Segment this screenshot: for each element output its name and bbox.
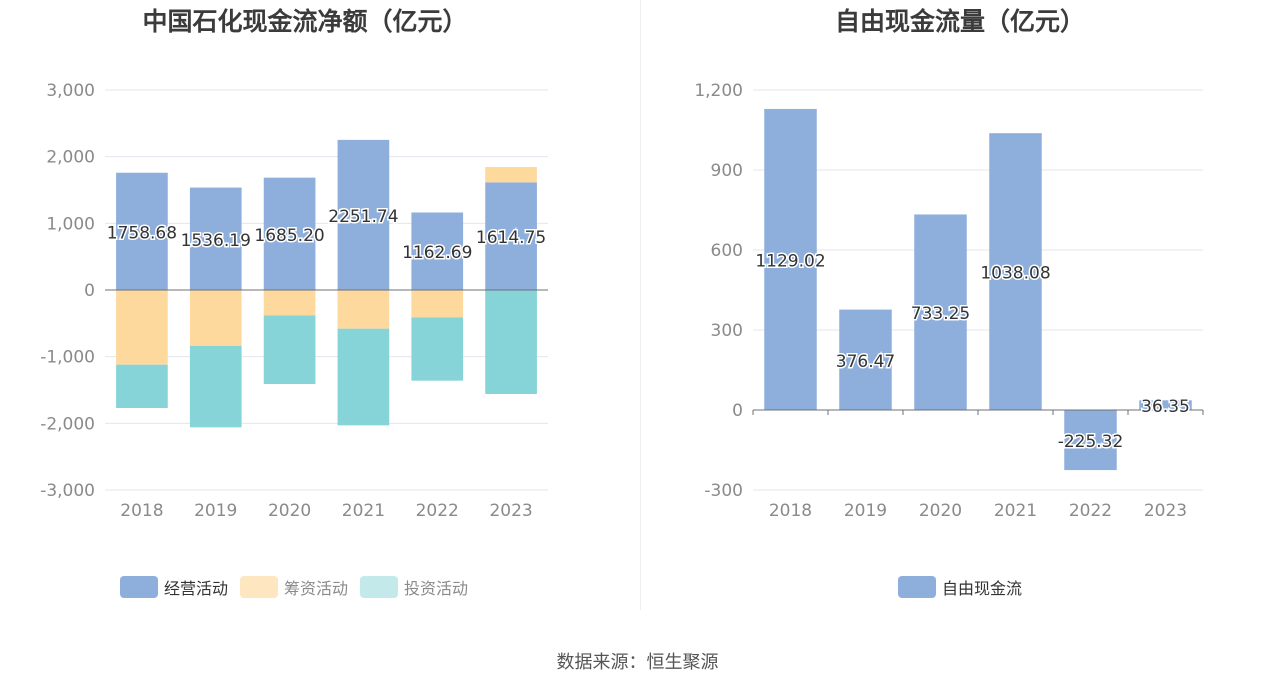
bar-自由现金流-2023 (1139, 400, 1192, 410)
left-chart-title: 中国石化现金流净额（亿元） (142, 7, 468, 36)
y-tick-label: -2,000 (40, 414, 95, 434)
y-tick-label: 1,000 (46, 214, 95, 234)
bar-经营活动-2023 (485, 182, 537, 290)
y-tick-label: -300 (704, 481, 743, 501)
legend-swatch-operating (120, 576, 158, 598)
bar-筹资活动-2018 (116, 290, 168, 365)
bar-经营活动-2020 (263, 177, 316, 290)
bar-投资活动-2020 (263, 315, 316, 384)
legend-swatch-free-cash-flow (898, 576, 936, 598)
bar-筹资活动-2020 (263, 290, 316, 316)
legend-item-investing[interactable]: 投资活动 (360, 575, 468, 599)
right-chart-title: 自由现金流量（亿元） (834, 7, 1085, 36)
x-tick-label: 2019 (194, 501, 237, 521)
data-source: 数据来源：恒生聚源 (556, 652, 719, 673)
bar-经营活动-2018 (116, 172, 168, 290)
bar-筹资活动-2023 (485, 167, 537, 183)
legend-label-free-cash-flow: 自由现金流 (942, 579, 1023, 598)
free-cash-flow-chart: -300 0 300 600 900 1,200 1129.02 376.47 733.25 10… (694, 81, 1204, 521)
bar-自由现金流-2021 (989, 133, 1042, 411)
legend-item-operating[interactable]: 经营活动 (120, 575, 228, 599)
data-label-2023: 1614.75 (476, 228, 546, 248)
bar-自由现金流-2018 (764, 108, 817, 410)
x-tick-label: 2022 (416, 501, 459, 521)
x-tick-label: 2018 (769, 501, 812, 521)
bar-筹资活动-2021 (337, 290, 390, 329)
bar-经营活动-2022 (411, 212, 464, 290)
y-tick-label: 1,200 (694, 81, 743, 101)
data-label-2018: 1758.68 (107, 223, 177, 243)
data-label-2022: 1162.69 (402, 243, 472, 263)
x-tick-label: 2023 (1144, 501, 1187, 521)
y-tick-label: -3,000 (40, 481, 95, 501)
bar-投资活动-2023 (485, 290, 537, 394)
chart-divider (640, 0, 641, 610)
data-label-2018: 1129.02 (755, 251, 825, 271)
data-label-2021: 1038.08 (980, 264, 1050, 284)
y-tick-label: 0 (84, 281, 95, 301)
x-tick-label: 2018 (120, 501, 163, 521)
cash-flow-chart: -3,000 -2,000 -1,000 0 1,000 2,000 3,000 1758.6… (40, 81, 548, 521)
x-tick-label: 2023 (489, 501, 532, 521)
data-label-2023: 36.35 (1141, 397, 1190, 417)
data-label-2021: 2251.74 (328, 207, 398, 227)
x-tick-label: 2021 (994, 501, 1037, 521)
bar-投资活动-2021 (337, 328, 390, 426)
bar-自由现金流-2019 (839, 309, 892, 410)
bar-筹资活动-2019 (189, 290, 242, 346)
legend-item-financing[interactable]: 筹资活动 (240, 575, 348, 599)
y-tick-label: 600 (711, 241, 743, 261)
y-tick-label: 300 (711, 321, 743, 341)
y-tick-label: 3,000 (46, 81, 95, 101)
bar-自由现金流-2020 (914, 214, 967, 410)
bar-经营活动-2021 (337, 139, 390, 290)
y-tick-label: 900 (711, 161, 743, 181)
bar-自由现金流-2022 (1064, 410, 1117, 471)
free-cash-flow-legend: 自由现金流 (898, 575, 1022, 599)
bar-筹资活动-2022 (411, 290, 464, 318)
y-tick-label: -1,000 (40, 348, 95, 368)
cash-flow-legend: 经营活动 筹资活动 投资活动 (120, 575, 468, 599)
y-tick-label: 2,000 (46, 148, 95, 168)
legend-swatch-investing (360, 576, 399, 598)
data-label-2019: 1536.19 (181, 231, 251, 251)
x-tick-label: 2020 (919, 501, 962, 521)
bar-经营活动-2019 (189, 187, 242, 290)
bar-投资活动-2022 (411, 317, 464, 381)
legend-item-free-cash-flow[interactable]: 自由现金流 (898, 575, 1022, 599)
legend-label-investing: 投资活动 (404, 579, 469, 598)
x-tick-label: 2021 (342, 501, 385, 521)
data-label-2020: 733.25 (911, 304, 970, 324)
data-label-2019: 376.47 (836, 352, 895, 372)
bar-投资活动-2019 (189, 346, 242, 428)
legend-swatch-financing (240, 576, 279, 598)
bar-投资活动-2018 (116, 364, 168, 408)
x-tick-label: 2020 (268, 501, 311, 521)
y-tick-label: 0 (732, 401, 743, 421)
legend-label-operating: 经营活动 (164, 579, 229, 598)
data-label-2022: -225.32 (1058, 432, 1124, 452)
x-tick-label: 2022 (1069, 501, 1112, 521)
legend-label-financing: 筹资活动 (284, 579, 349, 598)
x-tick-label: 2019 (844, 501, 887, 521)
data-label-2020: 1685.20 (254, 226, 324, 246)
